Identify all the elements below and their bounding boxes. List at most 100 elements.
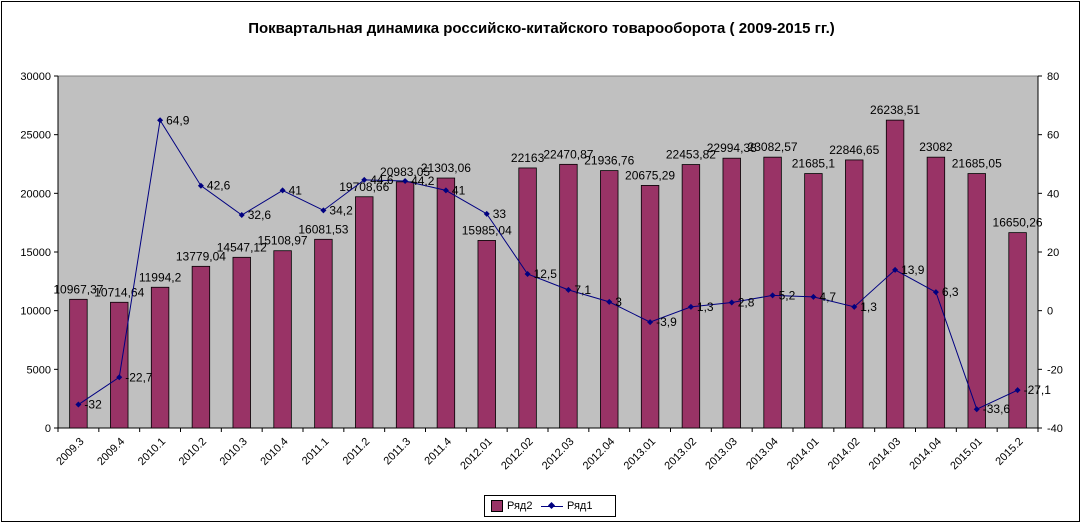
bar xyxy=(845,159,864,429)
y-left-tick-label: 10000 xyxy=(20,306,51,318)
legend-swatch-bar xyxy=(491,500,503,512)
y-right-tick-label: 80 xyxy=(1047,71,1059,83)
line-point xyxy=(892,266,899,273)
bar xyxy=(273,250,292,429)
bar-data-label: 22163 xyxy=(511,151,545,165)
line-point xyxy=(769,292,776,299)
y-left-tick-label: 15000 xyxy=(20,247,51,259)
y-right-tick-label: 0 xyxy=(1047,306,1053,318)
bar-data-label: 21685,1 xyxy=(792,157,836,171)
y-left-tick-label: 25000 xyxy=(20,130,51,142)
line-point xyxy=(320,207,327,214)
bar xyxy=(640,185,660,429)
x-tick-label: 2015.2 xyxy=(993,436,1025,468)
x-tick-label: 2011.1 xyxy=(300,436,332,468)
line-point xyxy=(238,212,245,219)
line-point xyxy=(402,178,409,185)
line-point xyxy=(483,210,490,217)
line-point xyxy=(75,401,82,408)
legend-swatch-line xyxy=(541,501,563,511)
x-tick-label: 2013.02 xyxy=(662,436,699,473)
bar xyxy=(559,163,578,429)
line-point xyxy=(197,182,204,189)
y-right-tick-label: 40 xyxy=(1047,188,1059,200)
x-tick-label: 2012.04 xyxy=(581,436,618,473)
x-tick-label: 2009.4 xyxy=(95,436,127,468)
x-tick-label: 2011.4 xyxy=(422,436,454,468)
bar-data-label: 21936,76 xyxy=(584,154,634,168)
bar-data-label: 14547,12 xyxy=(217,240,267,254)
x-tick-label: 2014.04 xyxy=(907,436,944,473)
x-tick-label: 2012.03 xyxy=(540,436,577,473)
line-point xyxy=(728,299,735,306)
line-data-label: 41 xyxy=(289,183,303,197)
line-point xyxy=(361,176,368,183)
line-point xyxy=(157,117,164,124)
x-tick-label: 2013.04 xyxy=(744,436,781,473)
bar-data-label: 22470,87 xyxy=(543,147,593,161)
x-tick-label: 2010.3 xyxy=(218,436,250,468)
line-data-label: 41 xyxy=(452,183,466,197)
line-point xyxy=(1014,387,1021,394)
bar xyxy=(885,119,905,429)
y-right-tick-label: -40 xyxy=(1047,423,1063,435)
bar-data-label: 22846,65 xyxy=(829,143,879,157)
x-tick-label: 2015.01 xyxy=(948,436,985,473)
bar-data-label: 13779,04 xyxy=(176,249,226,263)
y-right-tick-label: 20 xyxy=(1047,247,1059,259)
line-data-label: -27,1 xyxy=(1024,383,1052,397)
bar xyxy=(232,256,251,429)
x-tick-label: 2014.03 xyxy=(867,436,904,473)
bar-data-label: 15985,04 xyxy=(462,223,512,237)
bar xyxy=(967,173,986,429)
line-data-label: 3 xyxy=(615,295,622,309)
line-data-label: 5,2 xyxy=(779,288,796,302)
y-left-tick-label: 30000 xyxy=(20,71,51,83)
y-left-tick-label: 0 xyxy=(45,423,51,435)
line-point xyxy=(851,303,858,310)
line-point xyxy=(524,271,531,277)
bar xyxy=(355,196,374,429)
y-left-tick-label: 5000 xyxy=(27,364,51,376)
line-data-label: 12,5 xyxy=(534,267,558,281)
x-tick-label: 2010.2 xyxy=(177,436,209,468)
y-left-tick-label: 20000 xyxy=(20,188,51,200)
bar-data-label: 20983,05 xyxy=(380,165,430,179)
line-data-label: 44,6 xyxy=(370,173,394,187)
x-tick-label: 2010.1 xyxy=(136,436,168,468)
bar-data-label: 21685,05 xyxy=(952,157,1002,171)
bar-data-label: 26238,51 xyxy=(870,103,920,117)
legend-label-bar: Ряд2 xyxy=(507,500,533,512)
bar-data-label: 10967,37 xyxy=(53,282,103,296)
line-data-label: 6,3 xyxy=(942,285,959,299)
x-tick-label: 2009.3 xyxy=(54,436,86,468)
x-tick-label: 2011.3 xyxy=(382,436,414,468)
bar-data-label: 23082,57 xyxy=(748,140,798,154)
line-data-label: 1,3 xyxy=(697,300,714,314)
line-data-label: 13,9 xyxy=(901,263,925,277)
bar-data-label: 21303,06 xyxy=(421,161,471,175)
bar-data-label: 19708,66 xyxy=(339,180,389,194)
line-point xyxy=(932,289,939,296)
bar-data-label: 22453,82 xyxy=(666,148,716,162)
bar xyxy=(69,298,88,429)
bar xyxy=(395,181,415,429)
line-data-label: -32 xyxy=(84,398,102,412)
bar-data-label: 10714,64 xyxy=(94,285,144,299)
bar-data-label: 16650,26 xyxy=(993,216,1043,230)
y-right-tick-label: -20 xyxy=(1047,364,1063,376)
bar-data-label: 11994,2 xyxy=(139,270,182,284)
bar xyxy=(681,164,701,429)
bar xyxy=(477,240,496,429)
line-data-label: 33 xyxy=(493,207,507,221)
line-data-label: 4,7 xyxy=(819,290,836,304)
bar xyxy=(150,286,170,429)
bar xyxy=(191,265,211,429)
bar-data-label: 15108,97 xyxy=(258,234,308,248)
x-tick-label: 2012.02 xyxy=(499,436,536,473)
line-data-label: 1,3 xyxy=(860,300,877,314)
line-point xyxy=(606,298,613,305)
legend-item-line: Ряд1 xyxy=(541,500,592,512)
x-tick-label: 2012.01 xyxy=(458,436,495,473)
